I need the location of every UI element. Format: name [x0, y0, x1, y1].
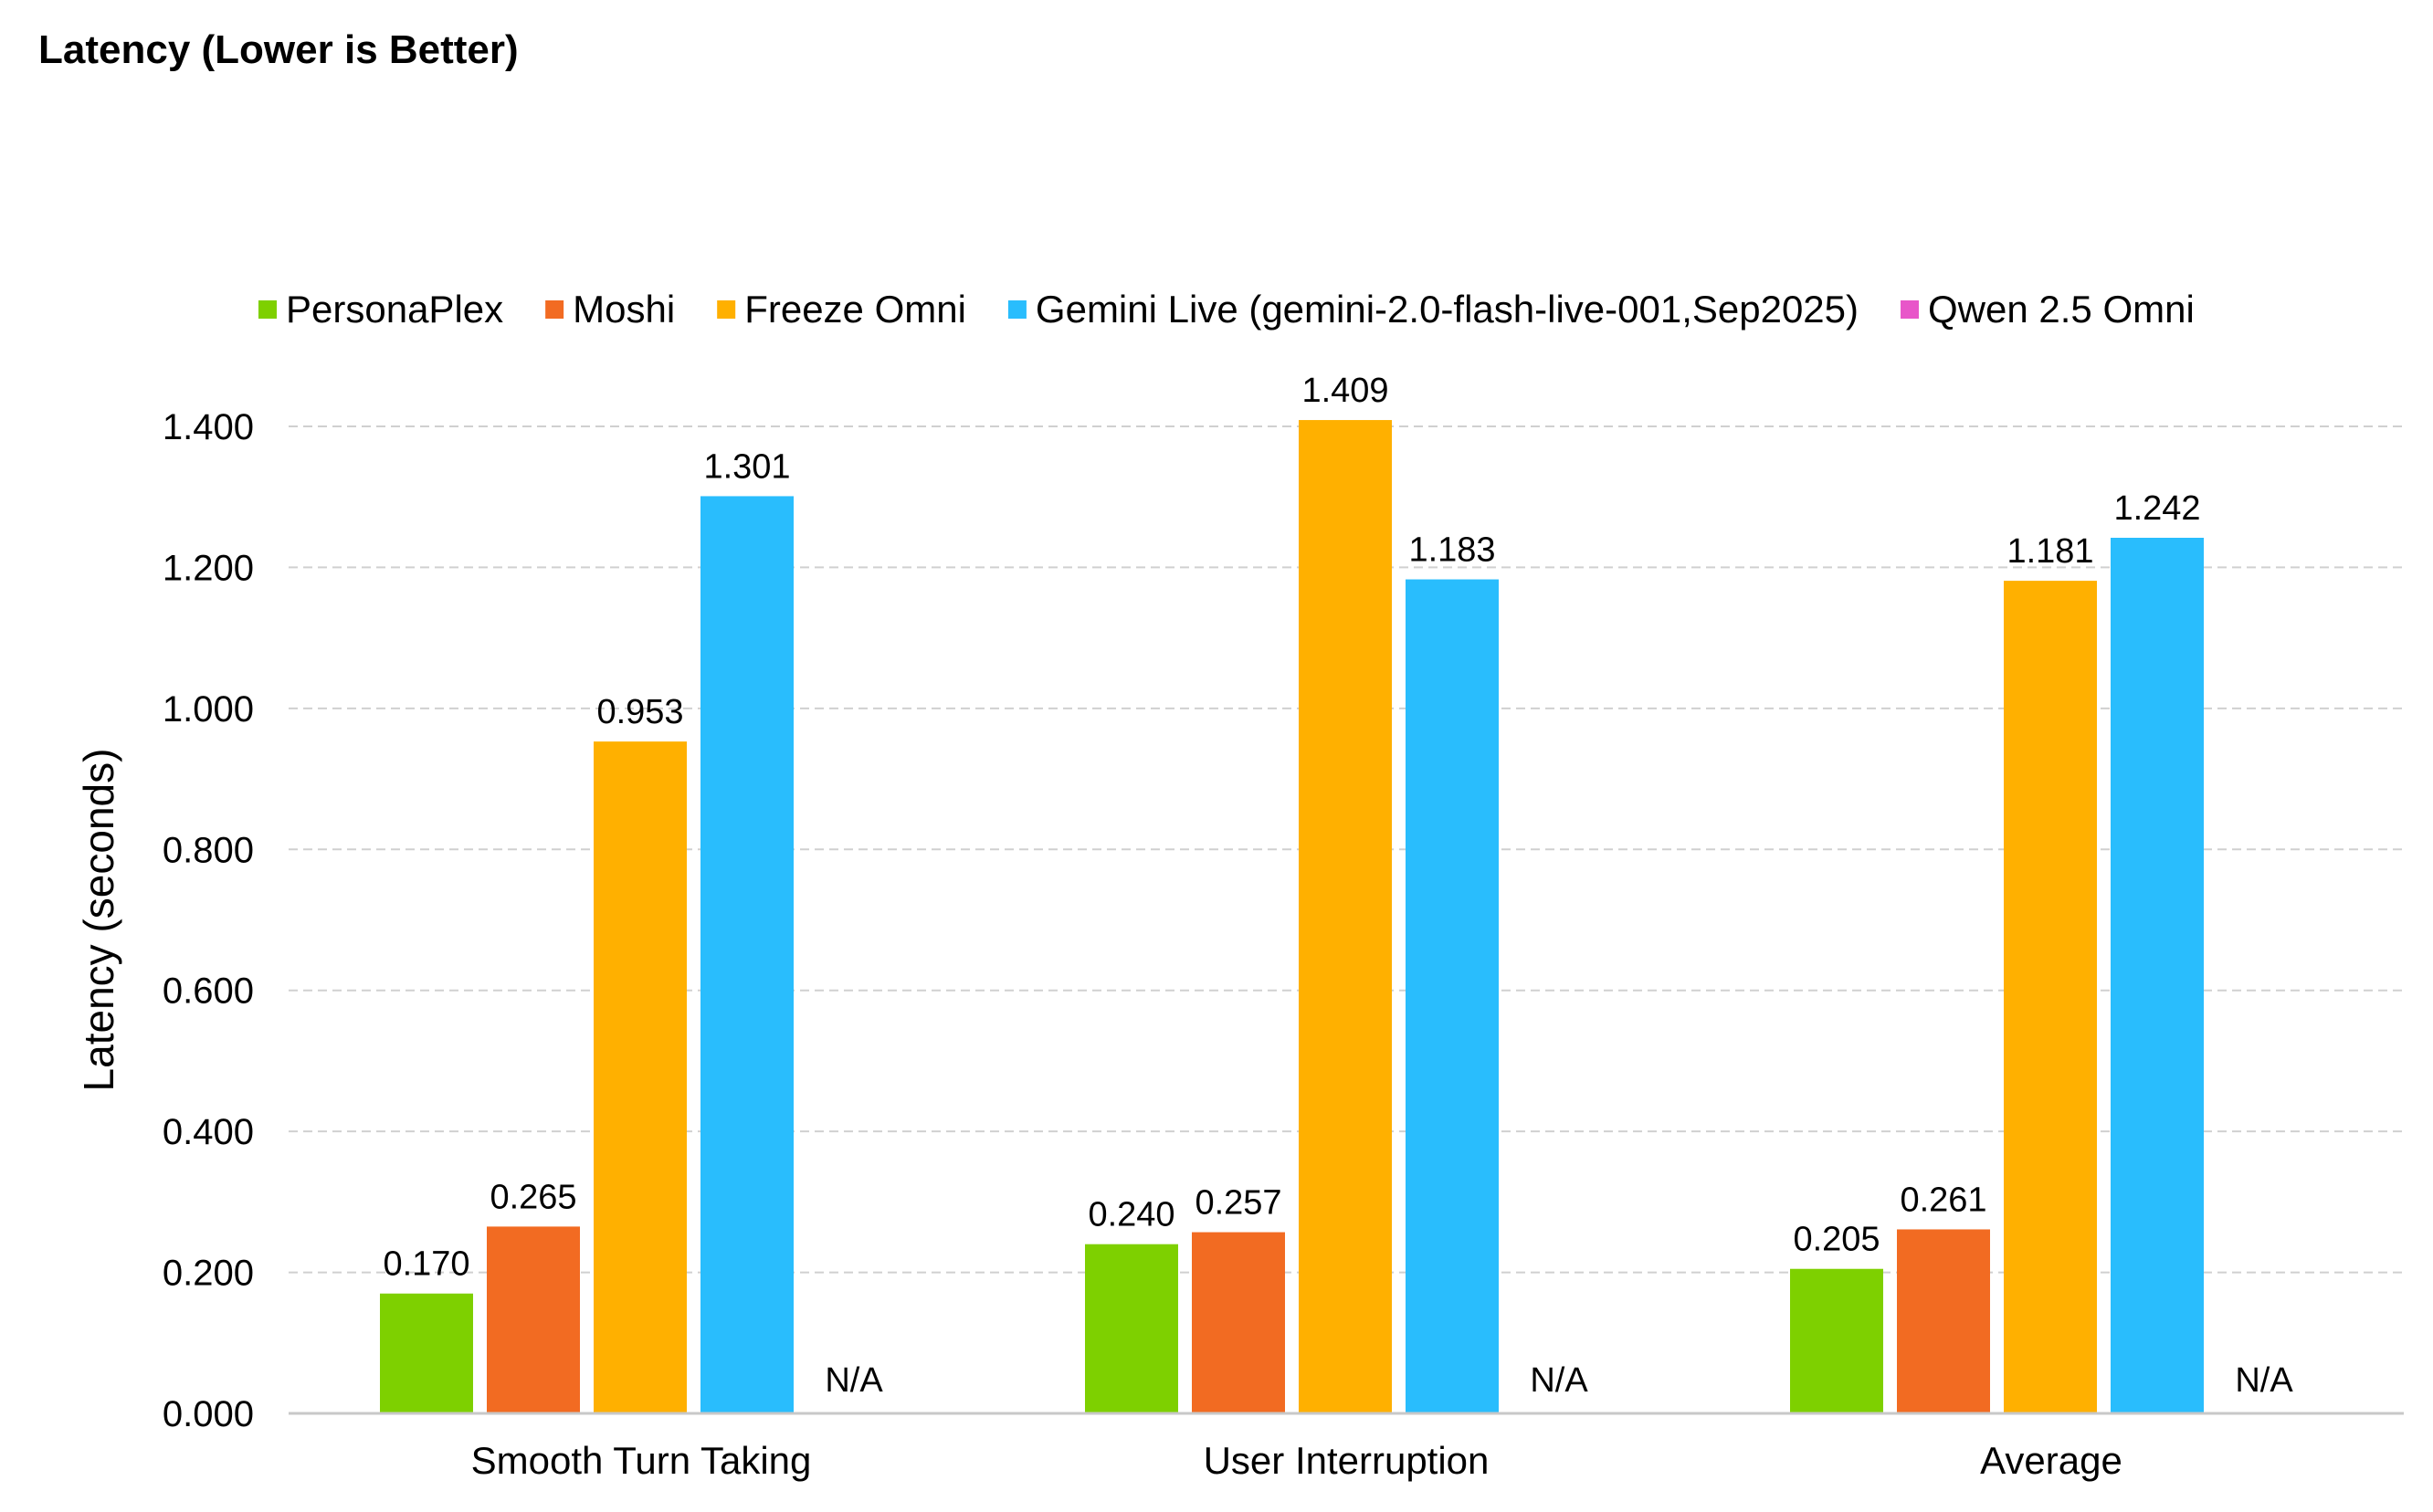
legend-label: PersonaPlex: [286, 288, 503, 331]
bar-freeze: [2004, 581, 2097, 1413]
legend-item: Gemini Live (gemini-2.0-flash-live-001,S…: [1007, 288, 1859, 331]
y-tick-label: 0.600: [163, 971, 254, 1012]
data-label-na: N/A: [1530, 1361, 1588, 1400]
bar-gemini: [700, 496, 794, 1413]
data-label-na: N/A: [825, 1361, 883, 1400]
data-label: 1.242: [2113, 489, 2200, 528]
y-tick-label: 0.200: [163, 1254, 254, 1294]
data-label: 0.257: [1195, 1184, 1281, 1223]
axes: 0.000 0.200 0.400 0.600 0.800 1.000 1.200 1.400…: [75, 407, 2404, 1482]
y-tick-label: 1.000: [163, 689, 254, 730]
bar-freeze: [1299, 420, 1392, 1413]
legend-swatch: [1007, 300, 1027, 319]
legend-item: PersonaPlex: [258, 288, 503, 331]
bar-personaplex: [1085, 1244, 1178, 1413]
bar-gemini: [1406, 579, 1499, 1413]
data-label: 1.181: [2006, 532, 2093, 571]
bar-freeze: [594, 741, 687, 1413]
legend-item: Qwen 2.5 Omni: [1901, 288, 2195, 331]
data-label-na: N/A: [2235, 1361, 2293, 1400]
data-label: 1.409: [1301, 372, 1388, 410]
data-label: 0.953: [596, 693, 683, 731]
data-label: 0.261: [1900, 1181, 1986, 1219]
legend-item: Moshi: [545, 288, 675, 331]
data-label: 0.240: [1088, 1196, 1174, 1234]
bar-moshi: [1192, 1232, 1285, 1413]
data-label: 1.301: [703, 447, 790, 486]
bars: [380, 420, 2204, 1413]
data-label: 0.205: [1793, 1221, 1880, 1259]
legend-label: Gemini Live (gemini-2.0-flash-live-001,S…: [1036, 288, 1859, 331]
y-tick-label: 1.400: [163, 407, 254, 447]
legend-swatch: [545, 300, 564, 319]
legend-item: Freeze Omni: [717, 288, 966, 331]
data-label: 1.183: [1408, 531, 1495, 570]
x-category-label: Smooth Turn Taking: [471, 1439, 812, 1482]
legend-swatch: [1901, 300, 1920, 319]
bar-gemini: [2111, 537, 2204, 1413]
y-axis-title: Latency (seconds): [75, 749, 122, 1092]
bar-moshi: [487, 1226, 580, 1413]
y-tick-label: 1.200: [163, 548, 254, 588]
y-tick-label: 0.800: [163, 830, 254, 870]
legend-swatch: [717, 300, 736, 319]
x-category-label: Average: [1980, 1439, 2122, 1482]
data-labels: 0.170 0.265 0.953 1.301 N/A 0.240 0.257 1.409 1.…: [383, 372, 2293, 1400]
chart-title: Latency (Lower is Better): [38, 27, 519, 72]
y-tick-label: 0.400: [163, 1112, 254, 1152]
bar-moshi: [1897, 1229, 1990, 1413]
x-category-label: User Interruption: [1204, 1439, 1490, 1482]
bar-personaplex: [380, 1293, 473, 1413]
data-label: 0.265: [490, 1178, 576, 1216]
legend-label: Moshi: [573, 288, 675, 331]
legend: PersonaPlex Moshi Freeze Omni Gemini Live (…: [258, 288, 2195, 331]
legend-label: Qwen 2.5 Omni: [1928, 288, 2195, 331]
legend-label: Freeze Omni: [744, 288, 966, 331]
legend-swatch: [258, 300, 277, 319]
y-tick-label: 0.000: [163, 1394, 254, 1434]
data-label: 0.170: [383, 1245, 469, 1284]
bar-personaplex: [1790, 1268, 1883, 1413]
